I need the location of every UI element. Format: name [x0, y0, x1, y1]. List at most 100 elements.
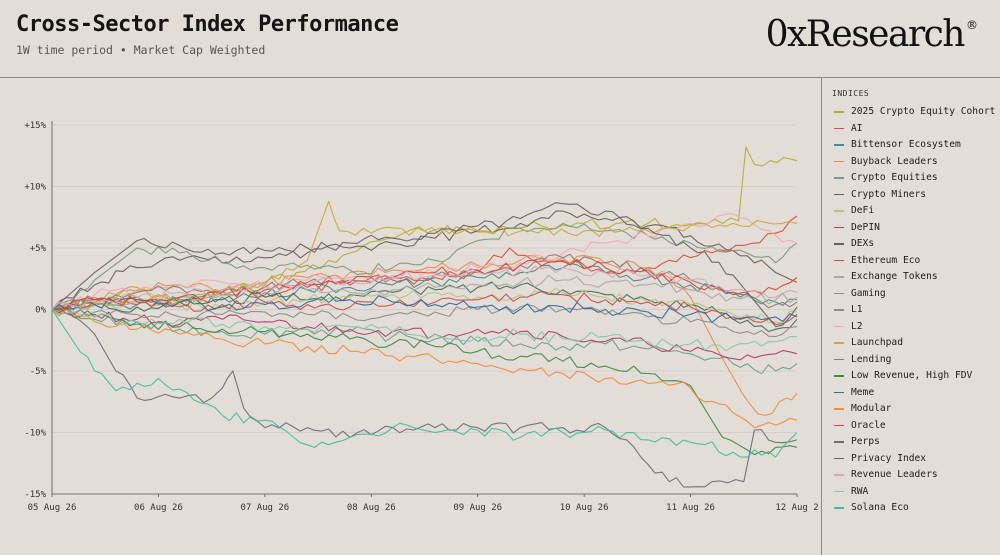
page-subtitle: 1W time period • Market Cap Weighted	[16, 43, 266, 57]
legend-swatch	[834, 144, 844, 146]
legend-item[interactable]: RWA	[834, 485, 996, 498]
series-line-solana-eco	[51, 309, 798, 458]
legend-item[interactable]: Buyback Leaders	[834, 155, 996, 168]
y-tick-label: +15%	[24, 121, 46, 131]
legend-swatch	[834, 342, 844, 344]
legend-label: Revenue Leaders	[851, 469, 938, 480]
legend-item[interactable]: Gaming	[834, 287, 996, 300]
legend-item[interactable]: DEXs	[834, 237, 996, 250]
series-line-rwa	[51, 309, 798, 352]
legend-swatch	[834, 111, 844, 113]
x-tick-label: 05 Aug 26	[28, 503, 77, 513]
x-tick-label: 06 Aug 26	[134, 503, 183, 513]
x-tick-label: 08 Aug 26	[347, 503, 396, 513]
legend-item[interactable]: Low Revenue, High FDV	[834, 369, 996, 382]
legend-divider	[821, 77, 822, 555]
series-line-privacy-index	[51, 202, 798, 328]
y-tick-label: +10%	[24, 183, 46, 193]
legend-label: Perps	[851, 436, 880, 447]
legend-header: INDICES	[832, 89, 870, 98]
legend-label: Launchpad	[851, 337, 903, 348]
legend-label: Crypto Equities	[851, 172, 938, 183]
legend-swatch	[834, 259, 844, 261]
series-line-gaming	[51, 222, 798, 310]
legend-label: Bittensor Ecosystem	[851, 139, 961, 150]
x-tick-label: 09 Aug 26	[453, 503, 502, 513]
legend-label: DeFi	[851, 205, 875, 216]
legend-item[interactable]: L1	[834, 303, 996, 316]
brand-logo: 0xResearch ®	[766, 14, 978, 55]
legend-label: RWA	[851, 485, 869, 497]
series-line-2025-crypto-equity-cohort	[51, 146, 798, 314]
legend-label: DePIN	[851, 221, 880, 233]
series-line-perps	[51, 309, 798, 488]
legend-item[interactable]: Crypto Miners	[834, 188, 996, 201]
legend-label: Gaming	[851, 287, 886, 299]
series-line-modular	[51, 308, 798, 429]
legend-swatch	[834, 358, 844, 360]
legend-item[interactable]: Revenue Leaders	[834, 468, 996, 481]
legend-swatch	[834, 424, 844, 426]
legend-label: Meme	[851, 386, 875, 398]
legend-swatch	[834, 276, 844, 278]
legend-label: AI	[851, 122, 863, 134]
legend-swatch	[834, 160, 844, 162]
y-tick-label: -15%	[24, 490, 46, 500]
line-chart: +15% +10% +5% 0% -5% -10% -15% 05 Aug 26 06 Aug …	[24, 121, 819, 513]
legend-swatch	[834, 193, 844, 195]
legend-swatch	[834, 309, 844, 311]
legend-item[interactable]: 2025 Crypto Equity Cohort	[834, 105, 996, 118]
legend-label: Low Revenue, High FDV	[851, 370, 973, 381]
legend-item[interactable]: Lending	[834, 353, 996, 366]
legend-swatch	[834, 243, 844, 245]
legend-label: L1	[851, 304, 863, 315]
legend-swatch	[834, 391, 844, 393]
legend-item[interactable]: Launchpad	[834, 336, 996, 349]
x-tick-label: 11 Aug 26	[666, 503, 715, 513]
legend-label: Ethereum Eco	[851, 254, 921, 266]
series-line-low-revenue-high-fdv	[51, 307, 798, 456]
series-line-meme	[51, 295, 798, 323]
legend-item[interactable]: Bittensor Ecosystem	[834, 138, 996, 151]
legend-item[interactable]: Solana Eco	[834, 501, 996, 514]
legend-swatch	[834, 375, 844, 377]
series-line-buyback-leaders	[51, 254, 798, 416]
legend-swatch	[834, 490, 844, 492]
legend-label: Exchange Tokens	[851, 271, 938, 282]
y-tick-label: -10%	[24, 429, 46, 439]
legend-item[interactable]: Oracle	[834, 419, 996, 432]
page-title: Cross-Sector Index Performance	[16, 12, 399, 37]
series-line-l1	[51, 303, 798, 338]
series-line-launchpad	[51, 200, 798, 313]
series-line-crypto-equities	[51, 305, 798, 375]
legend-swatch	[834, 127, 844, 129]
legend-item[interactable]: AI	[834, 122, 996, 135]
series-line-lending	[51, 253, 798, 311]
legend-swatch	[834, 210, 844, 212]
y-tick-label: -5%	[30, 367, 47, 377]
legend-swatch	[834, 408, 844, 410]
legend-item[interactable]: Modular	[834, 402, 996, 415]
legend-label: Solana Eco	[851, 502, 909, 513]
legend-item[interactable]: Perps	[834, 435, 996, 448]
legend-label: Crypto Miners	[851, 188, 927, 200]
series-line-depin	[51, 308, 798, 361]
legend-item[interactable]: Crypto Equities	[834, 171, 996, 184]
legend-label: Modular	[851, 403, 892, 414]
legend-swatch	[834, 325, 844, 327]
legend-item[interactable]: DePIN	[834, 221, 996, 234]
x-tick-label: 12 Aug 2	[775, 503, 818, 513]
y-tick-label: 0%	[35, 306, 46, 316]
legend-item[interactable]: Meme	[834, 386, 996, 399]
legend-label: Lending	[851, 353, 892, 365]
legend-item[interactable]: L2	[834, 320, 996, 333]
legend-item[interactable]: Privacy Index	[834, 452, 996, 465]
legend-item[interactable]: Ethereum Eco	[834, 254, 996, 267]
legend-item[interactable]: Exchange Tokens	[834, 270, 996, 283]
header-divider	[0, 77, 1000, 78]
legend-swatch	[834, 292, 844, 294]
legend-item[interactable]: DeFi	[834, 204, 996, 217]
legend-swatch	[834, 507, 844, 509]
series-line-revenue-leaders	[51, 266, 798, 310]
x-tick-label: 10 Aug 26	[560, 503, 609, 513]
